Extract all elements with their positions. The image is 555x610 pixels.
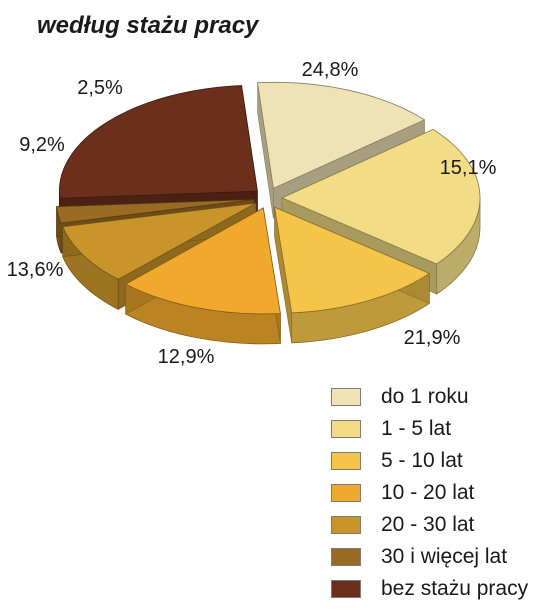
legend-swatch [331,484,361,502]
legend-swatch [331,580,361,598]
legend-label: bez stażu pracy [381,577,529,600]
slice-label: 12,9% [158,346,215,368]
pie-slice-top [56,199,255,224]
legend-label: 30 i więcej lat [381,545,508,568]
legend-item: 20 - 30 lat [331,509,528,541]
slice-label: 24,8% [302,59,359,81]
legend-item: 30 i więcej lat [331,541,528,573]
legend-label: 10 - 20 lat [381,481,475,504]
legend-swatch [331,420,361,438]
pie-slice-top [274,206,431,314]
legend-label: do 1 roku [381,385,469,408]
chart-title: według stażu pracy [37,12,259,39]
pie-slice-top [59,85,258,199]
legend-label: 20 - 30 lat [381,513,475,536]
pie-slice-top [124,207,281,315]
legend-item: 10 - 20 lat [331,477,528,509]
legend-swatch [331,388,361,406]
legend-swatch [331,516,361,534]
pie-slices [56,81,481,345]
slice-label: 15,1% [440,157,497,179]
pie-slice [274,206,431,344]
legend-item: do 1 roku [331,381,528,413]
slice-label: 21,9% [404,327,461,349]
pie-slice-top [62,202,256,280]
legend-swatch [331,452,361,470]
legend-item: 5 - 10 lat [331,445,528,477]
legend-swatch [331,548,361,566]
legend-label: 1 - 5 lat [381,417,452,440]
legend-item: 1 - 5 lat [331,413,528,445]
slice-label: 2,5% [77,77,123,99]
pie-slice-top [257,81,426,189]
slice-label: 13,6% [7,259,64,281]
legend-label: 5 - 10 lat [381,449,463,472]
slice-label: 9,2% [19,134,65,156]
pie-slice [124,207,281,345]
pie-slice-top [281,128,481,265]
chart-legend: do 1 roku 1 - 5 lat 5 - 10 lat 10 - 20 l… [331,381,528,605]
legend-item: bez stażu pracy [331,573,528,605]
